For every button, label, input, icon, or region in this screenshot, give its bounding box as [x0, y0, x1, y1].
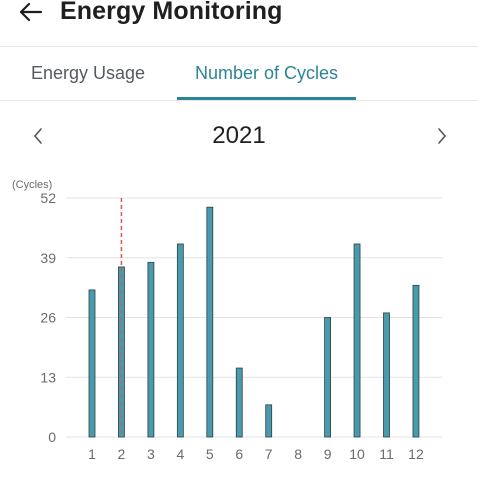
page-title: Energy Monitoring: [60, 0, 283, 25]
x-tick-label: 12: [408, 446, 424, 462]
bar-month-6: [235, 367, 243, 438]
chevron-right-icon: [438, 128, 446, 144]
next-year-button[interactable]: [430, 124, 454, 148]
bar-month-4: [176, 243, 184, 438]
x-tick-label: 3: [147, 446, 155, 462]
x-tick-label: 10: [349, 446, 365, 462]
bar-month-3: [147, 261, 155, 438]
app-header: Energy Monitoring: [0, 0, 478, 47]
year-navigator: 2021: [0, 118, 478, 158]
bar-month-11: [383, 312, 390, 438]
x-tick-label: 11: [379, 446, 394, 462]
back-button[interactable]: [18, 0, 48, 26]
arrow-left-icon: [19, 2, 43, 22]
x-tick-label: 5: [206, 446, 214, 462]
chevron-left-icon: [34, 128, 42, 144]
year-label: 2021: [212, 122, 266, 149]
tab-bar: Energy Usage Number of Cycles: [0, 47, 478, 101]
x-tick-label: 1: [88, 446, 96, 462]
bar-month-1: [88, 289, 96, 438]
bar-month-9: [324, 317, 332, 438]
y-tick-label: 13: [40, 369, 56, 385]
y-axis-label: (Cycles): [12, 179, 52, 191]
tab-number-of-cycles[interactable]: Number of Cycles: [194, 63, 339, 83]
x-tick-label: 6: [235, 446, 243, 462]
y-tick-label: 0: [48, 429, 56, 445]
x-tick-label: 7: [265, 446, 273, 462]
bar-month-10: [353, 243, 361, 438]
previous-year-button[interactable]: [26, 124, 50, 148]
x-tick-label: 4: [176, 446, 184, 462]
active-tab-indicator: [177, 97, 356, 100]
tab-energy-usage[interactable]: Energy Usage: [30, 63, 146, 83]
bar-month-12: [412, 284, 420, 438]
y-tick-label: 26: [40, 310, 56, 326]
bar-month-5: [206, 206, 214, 438]
bar-month-7: [265, 404, 273, 438]
x-tick-label: 8: [294, 446, 302, 462]
y-tick-label: 52: [40, 190, 56, 206]
y-tick-label: 39: [40, 250, 56, 266]
x-tick-label: 2: [118, 446, 126, 462]
x-tick-label: 9: [324, 446, 332, 462]
